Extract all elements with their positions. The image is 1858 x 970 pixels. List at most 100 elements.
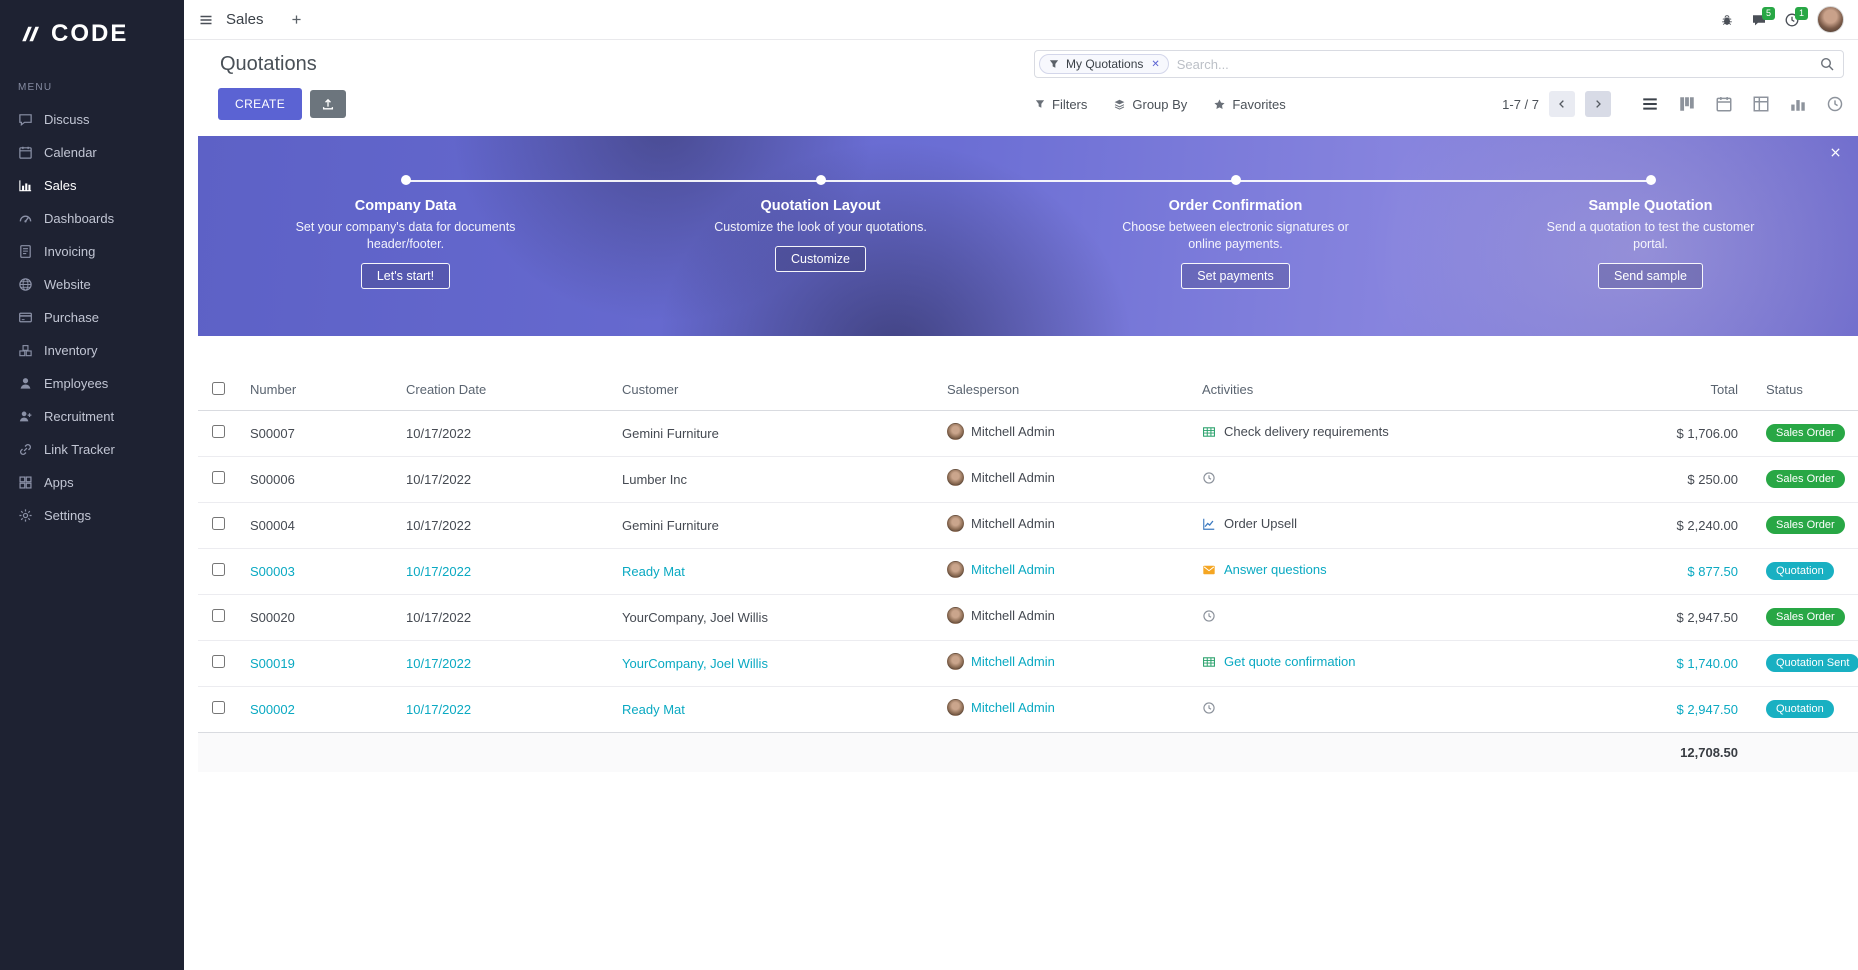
cell-activities[interactable]: Answer questions — [1190, 547, 1540, 594]
calendar-view-icon[interactable] — [1715, 95, 1733, 113]
row-checkbox[interactable] — [212, 425, 225, 438]
footer-total: 12,708.50 — [1540, 731, 1750, 772]
favorites-button[interactable]: Favorites — [1213, 97, 1286, 112]
chevron-left-icon — [1556, 98, 1568, 110]
search-bar[interactable]: My Quotations ✕ — [1034, 50, 1844, 78]
kanban-view-icon[interactable] — [1678, 95, 1696, 113]
table-row[interactable]: S00006 10/17/2022 Lumber Inc Mitchell Admin… — [198, 455, 1858, 502]
row-checkbox[interactable] — [212, 471, 225, 484]
step-dot — [1230, 175, 1241, 185]
row-checkbox[interactable] — [212, 563, 225, 576]
recruitment-icon — [18, 409, 33, 424]
header-number[interactable]: Number — [238, 370, 394, 411]
sidebar-item-invoicing[interactable]: Invoicing — [0, 235, 184, 268]
cell-customer: YourCompany, Joel Willis — [610, 639, 935, 686]
salesperson-avatar — [947, 561, 964, 578]
cell-activities[interactable] — [1190, 593, 1540, 640]
header-customer[interactable]: Customer — [610, 370, 935, 411]
sidebar-item-recruitment[interactable]: Recruitment — [0, 400, 184, 433]
sidebar-item-settings[interactable]: Settings — [0, 499, 184, 532]
search-facet-my-quotations[interactable]: My Quotations ✕ — [1039, 54, 1169, 74]
sidebar-item-purchase[interactable]: Purchase — [0, 301, 184, 334]
table-header-row: Number Creation Date Customer Salesperso… — [198, 370, 1858, 411]
step-action-button[interactable]: Set payments — [1181, 262, 1290, 289]
sidebar-item-label: Invoicing — [44, 244, 96, 259]
sidebar-item-apps[interactable]: Apps — [0, 466, 184, 499]
cell-salesperson: Mitchell Admin — [935, 685, 1190, 732]
header-status[interactable]: Status — [1750, 370, 1858, 411]
pager-next-button[interactable] — [1585, 91, 1611, 117]
main-area: Sales 5 1 Quotations — [184, 0, 1858, 970]
group-by-button[interactable]: Group By — [1113, 97, 1187, 112]
cell-activities[interactable] — [1190, 685, 1540, 732]
table-row[interactable]: S00004 10/17/2022 Gemini Furniture Mitchell… — [198, 501, 1858, 548]
search-icon[interactable] — [1819, 56, 1835, 72]
sidebar-item-inventory[interactable]: Inventory — [0, 334, 184, 367]
table-row[interactable]: S00002 10/17/2022 Ready Mat Mitchell Admin $… — [198, 685, 1858, 732]
debug-bug-icon[interactable] — [1720, 13, 1734, 27]
row-checkbox[interactable] — [212, 655, 225, 668]
banner-close-button[interactable] — [1829, 146, 1842, 164]
progress-line — [405, 180, 1651, 182]
sidebar-item-calendar[interactable]: Calendar — [0, 136, 184, 169]
sidebar-item-employees[interactable]: Employees — [0, 367, 184, 400]
sidebar-item-discuss[interactable]: Discuss — [0, 103, 184, 136]
cell-activities[interactable] — [1190, 455, 1540, 502]
sidebar-item-sales[interactable]: Sales — [0, 169, 184, 202]
table-row[interactable]: S00003 10/17/2022 Ready Mat Mitchell Admin A… — [198, 547, 1858, 594]
export-button[interactable] — [310, 90, 347, 118]
funnel-icon — [1034, 98, 1046, 110]
cell-total: $ 2,240.00 — [1540, 501, 1750, 548]
dashboards-icon — [18, 211, 33, 226]
pivot-view-icon[interactable] — [1752, 95, 1770, 113]
cell-total: $ 2,947.50 — [1540, 685, 1750, 732]
hamburger-menu-icon[interactable] — [198, 12, 214, 28]
sidebar-item-dashboards[interactable]: Dashboards — [0, 202, 184, 235]
sidebar-item-label: Website — [44, 277, 91, 292]
facet-remove-icon[interactable]: ✕ — [1151, 58, 1160, 70]
step-action-button[interactable]: Send sample — [1598, 262, 1703, 289]
app-logo[interactable]: CODE — [0, 0, 184, 68]
cell-salesperson: Mitchell Admin — [935, 547, 1190, 594]
filter-funnel-icon — [1048, 58, 1060, 70]
header-activities[interactable]: Activities — [1190, 370, 1540, 411]
search-input[interactable] — [1176, 56, 1819, 72]
sidebar-item-link-tracker[interactable]: Link Tracker — [0, 433, 184, 466]
activity-clock-icon — [1202, 609, 1216, 623]
table-row[interactable]: S00020 10/17/2022 YourCompany, Joel Willis… — [198, 593, 1858, 640]
select-all-checkbox[interactable] — [212, 381, 225, 395]
step-action-button[interactable]: Customize — [774, 245, 867, 272]
cell-creation-date: 10/17/2022 — [394, 593, 610, 640]
activities-button[interactable]: 1 — [1784, 6, 1808, 28]
cell-activities[interactable]: Order Upsell — [1190, 501, 1540, 548]
cell-number: S00002 — [238, 685, 394, 732]
add-tab-icon[interactable] — [290, 13, 303, 26]
row-checkbox[interactable] — [212, 517, 225, 530]
header-total[interactable]: Total — [1540, 370, 1750, 411]
user-avatar[interactable] — [1817, 6, 1844, 33]
sidebar-item-label: Purchase — [44, 310, 99, 325]
step-action-button[interactable]: Let's start! — [360, 262, 451, 289]
current-app-name[interactable]: Sales — [226, 11, 264, 28]
cell-activities[interactable]: Check delivery requirements — [1190, 410, 1540, 456]
table-row[interactable]: S00019 10/17/2022 YourCompany, Joel Willis… — [198, 639, 1858, 686]
sidebar-item-website[interactable]: Website — [0, 268, 184, 301]
cell-total: $ 877.50 — [1540, 547, 1750, 594]
activity-view-icon[interactable] — [1826, 95, 1844, 113]
activity-envelope-icon — [1202, 563, 1216, 577]
discuss-icon — [18, 112, 33, 127]
step-description: Set your company's data for documents he… — [295, 220, 516, 251]
graph-view-icon[interactable] — [1789, 95, 1807, 113]
messages-button[interactable]: 5 — [1751, 6, 1775, 28]
header-creation-date[interactable]: Creation Date — [394, 370, 610, 411]
list-view-icon[interactable] — [1641, 95, 1659, 113]
step-title: Quotation Layout — [760, 198, 881, 214]
cell-activities[interactable]: Get quote confirmation — [1190, 639, 1540, 686]
header-salesperson[interactable]: Salesperson — [935, 370, 1190, 411]
create-button[interactable]: CREATE — [218, 88, 303, 120]
row-checkbox[interactable] — [212, 609, 225, 622]
pager-prev-button[interactable] — [1549, 91, 1575, 117]
table-row[interactable]: S00007 10/17/2022 Gemini Furniture Mitchell… — [198, 410, 1858, 456]
filters-button[interactable]: Filters — [1034, 97, 1087, 112]
row-checkbox[interactable] — [212, 701, 225, 714]
